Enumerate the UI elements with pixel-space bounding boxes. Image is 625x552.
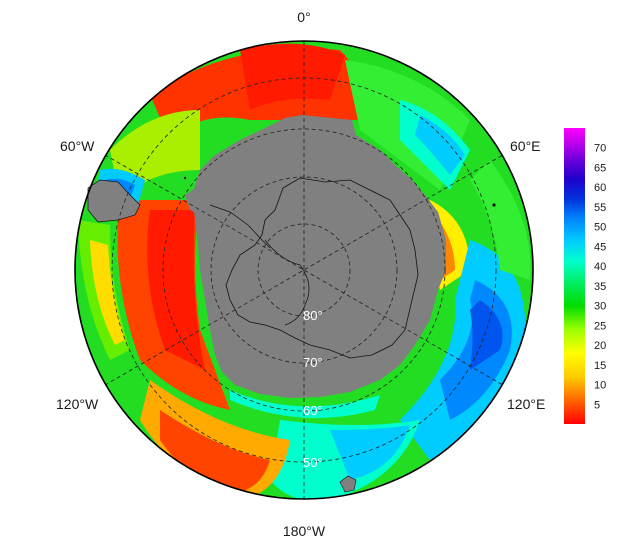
colorbar-tick-label: 30 bbox=[594, 301, 606, 313]
latitude-circle-60 bbox=[162, 128, 446, 412]
colorbar-tick-label: 60 bbox=[594, 182, 606, 194]
island-kerguelen bbox=[339, 475, 357, 493]
longitude-label-lower-left: 120°W bbox=[56, 396, 99, 412]
latitude-label-50: 50° bbox=[303, 455, 323, 470]
map-frame bbox=[74, 40, 534, 500]
weddell-coast-line bbox=[209, 204, 271, 249]
longitude-label-upper-left: 60°W bbox=[60, 138, 95, 154]
latitude-label-80: 80° bbox=[303, 308, 323, 323]
longitude-label-lower-right: 120°E bbox=[507, 396, 545, 412]
meridian-120e-60w bbox=[105, 155, 503, 385]
antarctic-peninsula bbox=[185, 185, 225, 245]
colorbar-tick-label: 15 bbox=[594, 360, 606, 372]
island-small bbox=[492, 203, 496, 207]
colorbar-tick-label: 50 bbox=[594, 222, 606, 234]
colorbar-tick-label: 45 bbox=[594, 241, 606, 253]
latitude-label-60: 60° bbox=[303, 403, 323, 418]
colorbar-gradient bbox=[564, 128, 585, 424]
colorbar: 5 10 15 20 25 30 35 40 45 50 55 60 65 70 bbox=[564, 128, 606, 424]
colorbar-tick-label: 40 bbox=[594, 261, 606, 273]
longitude-label-upper-right: 60°E bbox=[510, 138, 541, 154]
antarctica-landmass bbox=[192, 115, 446, 398]
colorbar-tick-label: 70 bbox=[594, 143, 606, 155]
colorbar-tick-label: 10 bbox=[594, 380, 606, 392]
south-america-landmass bbox=[87, 179, 141, 223]
antarctica-coastline bbox=[225, 177, 419, 359]
colorbar-tick-label: 20 bbox=[594, 340, 606, 352]
graticule bbox=[105, 41, 503, 499]
longitude-label-bottom: 180°W bbox=[283, 523, 326, 539]
colorbar-tick-label: 35 bbox=[594, 281, 606, 293]
longitude-label-top: 0° bbox=[297, 9, 310, 25]
island-small bbox=[183, 176, 187, 180]
colorbar-tick-label: 25 bbox=[594, 320, 606, 332]
meridian-60e-120w bbox=[105, 155, 503, 385]
latitude-label-70: 70° bbox=[303, 355, 323, 370]
colorbar-ticks: 5 10 15 20 25 30 35 40 45 50 55 60 65 70 bbox=[594, 143, 606, 412]
ross-ice-shelf-line bbox=[264, 239, 310, 326]
colorbar-tick-label: 55 bbox=[594, 202, 606, 214]
colorbar-tick-label: 65 bbox=[594, 162, 606, 174]
colorbar-tick-label: 5 bbox=[594, 399, 600, 411]
